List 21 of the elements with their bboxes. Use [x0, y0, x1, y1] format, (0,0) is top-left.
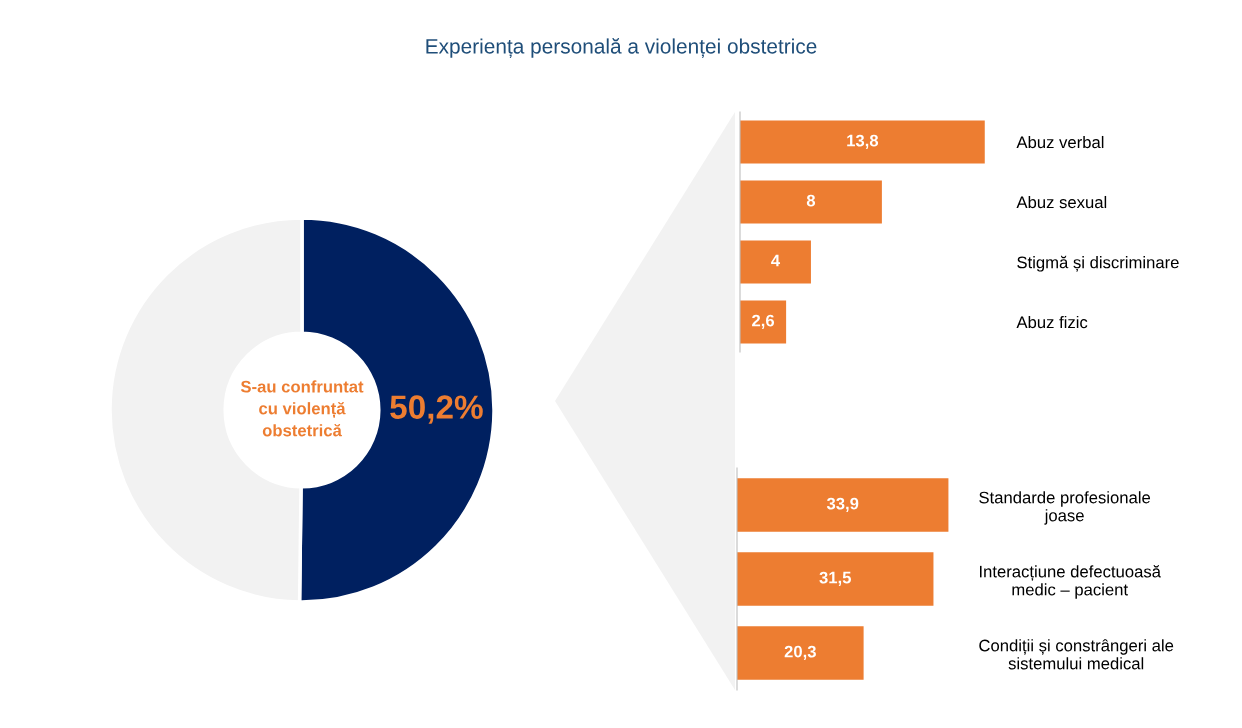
data-label: 8	[806, 194, 816, 207]
text: Experiența personală a violenței obstetrice	[426, 38, 817, 58]
y-tick-label: Abuz fizic	[1016, 315, 1088, 329]
y-tick-label: Interacțiune defectuoasă medic – pacient	[979, 565, 1161, 599]
slice-label: S-au confruntat cu violență obstetrică	[240, 380, 364, 437]
data-label: 31,5	[819, 571, 851, 586]
bar	[740, 300, 787, 344]
y-tick-label: Standarde profesionale joase	[979, 491, 1151, 525]
y-tick-label: Condiții și constrângeri ale sistemului medical	[979, 639, 1174, 670]
bar	[740, 120, 985, 164]
bar	[740, 180, 882, 224]
data-label: 4	[771, 254, 781, 267]
y-tick-label: Abuz sexual	[1016, 195, 1107, 209]
data-label: 33,9	[826, 497, 859, 512]
data-label: 50,2%	[390, 395, 483, 424]
y-tick-label: Abuz verbal	[1016, 135, 1104, 149]
data-label: 2,6	[752, 314, 775, 329]
y-tick-label: Stigmă și discriminare	[1017, 255, 1179, 272]
data-label: 13,8	[847, 134, 879, 149]
data-label: 20,3	[784, 645, 816, 660]
bar	[740, 240, 811, 284]
